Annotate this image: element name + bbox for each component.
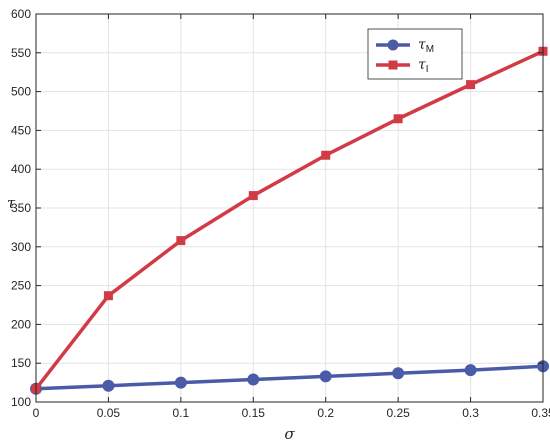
y-tick-labels: 100 150 200 250 300 350 400 450 500 550 600 [11, 7, 31, 409]
y-tick-label: 400 [11, 162, 31, 176]
y-tick-label: 300 [11, 240, 31, 254]
x-tick-label: 0.3 [462, 406, 479, 420]
data-point-i [176, 236, 186, 246]
x-tick-label: 0.2 [317, 406, 334, 420]
data-point-i [466, 80, 476, 90]
y-tick-label: 450 [11, 123, 31, 137]
y-tick-label: 200 [11, 317, 31, 331]
legend-label: τM [418, 37, 434, 55]
legend-label-symbol: τ [418, 37, 426, 53]
data-point-m [464, 364, 477, 377]
legend-label: τI [418, 57, 429, 75]
legend-label-symbol: τ [418, 57, 426, 73]
legend-entry-i: τI [376, 57, 429, 75]
y-tick-label: 350 [11, 201, 31, 215]
series-line-m [35, 364, 544, 391]
legend-swatch-marker [387, 39, 399, 51]
legend-swatch-marker [388, 60, 398, 70]
data-point-i [393, 114, 403, 124]
x-tick-label: 0.35 [531, 406, 550, 420]
legend-label-subscript: M [426, 44, 434, 55]
data-point-i [103, 291, 113, 301]
x-tick-labels: 0 0.05 0.1 0.15 0.2 0.25 0.3 0.35 [33, 406, 550, 420]
series-line-i [34, 49, 544, 390]
x-tick-label: 0.05 [97, 406, 121, 420]
legend-entry-m: τM [376, 37, 434, 55]
data-point-m [392, 367, 405, 380]
x-tick-label: 0 [33, 406, 40, 420]
series-layer [30, 46, 549, 395]
y-tick-label: 550 [11, 46, 31, 60]
data-point-i [248, 191, 258, 201]
y-tick-label: 500 [11, 85, 31, 99]
x-tick-label: 0.15 [242, 406, 266, 420]
data-point-m [102, 379, 115, 392]
y-axis-label: τ [7, 194, 16, 212]
data-point-m [174, 376, 187, 389]
data-point-m [319, 370, 332, 383]
legend-box [367, 28, 463, 80]
y-tick-label: 250 [11, 279, 31, 293]
data-point-m [247, 373, 260, 386]
x-tick-label: 0.1 [173, 406, 190, 420]
ticks [35, 13, 544, 403]
x-tick-label: 0.25 [386, 406, 410, 420]
y-tick-label: 600 [11, 7, 31, 21]
x-axis-label: σ [284, 425, 295, 443]
legend-label-subscript: I [426, 64, 429, 75]
y-tick-label: 150 [11, 356, 31, 370]
y-tick-label: 100 [11, 395, 31, 409]
data-point-i [321, 150, 331, 160]
